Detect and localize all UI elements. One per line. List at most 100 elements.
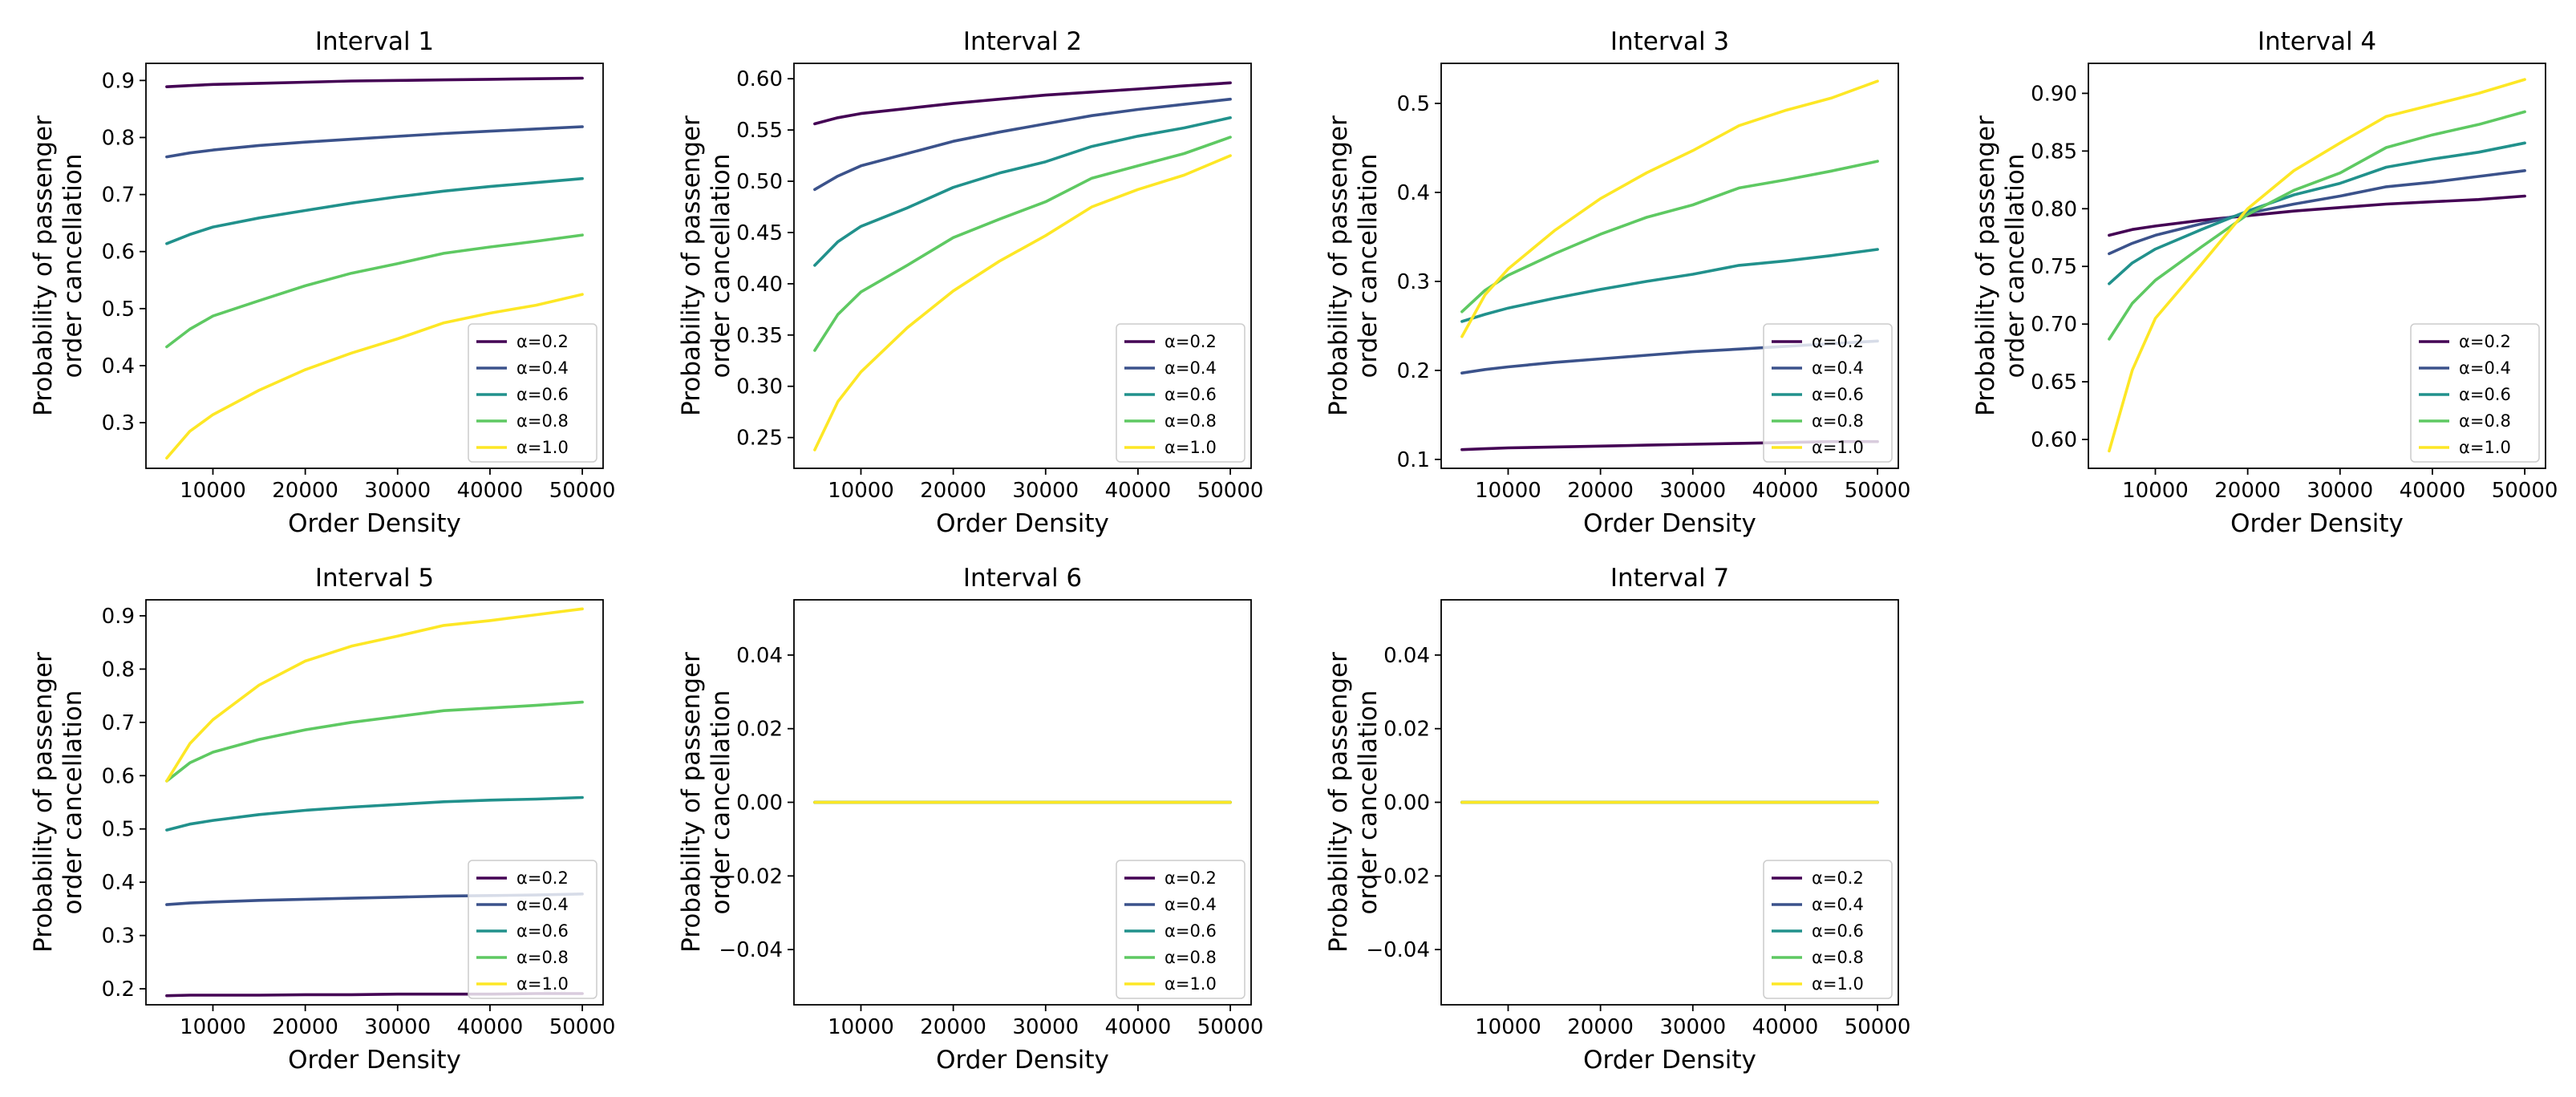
legend: α=0.2 α=0.4 α=0.6 α=0.8 α=1.0 [1763,860,1893,999]
x-tick-label: 50000 [1197,479,1264,503]
y-axis-label: Probability of passengerorder cancellati… [677,115,735,416]
y-axis-label: Probability of passengerorder cancellati… [1324,115,1383,416]
y-tick-label: 0.45 [736,221,783,245]
legend-label: α=0.2 [1164,332,1217,351]
subplot-4: Interval 4 10000 20000 30000 40000 50000 0.60 0… [1971,27,2558,538]
legend-label: α=1.0 [1164,974,1217,994]
x-axis-label: Order Density [288,1046,461,1075]
series-line-α=1.0 [165,607,584,783]
series-line-α=0.8 [813,136,1232,352]
y-tick-label: 0.30 [736,375,783,399]
y-tick-label: 0.1 [1397,448,1430,472]
x-tick-label: 30000 [1659,479,1726,503]
legend-frame [468,860,597,999]
legend-label: α=1.0 [1812,438,1864,457]
subplot-title: Interval 2 [963,27,1082,56]
y-tick-label: −0.04 [719,938,783,962]
legend: α=0.2 α=0.4 α=0.6 α=0.8 α=1.0 [1116,860,1245,999]
x-tick-label: 40000 [1752,1015,1819,1039]
series-line-α=0.2 [165,76,584,88]
series-line-α=0.2 [2108,194,2526,237]
x-tick-label: 50000 [1845,1015,1911,1039]
x-tick-label: 10000 [828,479,894,503]
y-axis-label: Probability of passengerorder cancellati… [1324,652,1383,953]
series-line-α=0.6 [165,795,584,832]
series-line-α=1.0 [2108,78,2526,453]
y-tick-label: 0.85 [2031,140,2077,164]
y-tick-label: 0.35 [736,324,783,348]
y-axis-label-line2: order cancellation [707,154,735,378]
y-axis-label-line1: Probability of passenger [1324,652,1353,953]
y-axis-label-line1: Probability of passenger [1971,115,2000,416]
legend-label: α=0.2 [2459,332,2511,351]
legend: α=0.2 α=0.4 α=0.6 α=0.8 α=1.0 [1763,323,1893,463]
legend-label: α=0.8 [2459,411,2511,431]
legend-label: α=1.0 [516,438,569,457]
y-tick-label: −0.02 [719,864,783,889]
y-tick-label: 0.3 [102,925,135,949]
legend-label: α=0.4 [1812,358,1864,378]
x-tick-label: 30000 [1659,1015,1726,1039]
y-tick-label: 0.00 [736,791,783,816]
y-tick-label: 0.00 [1383,791,1430,816]
y-tick-label: 0.50 [736,170,783,194]
subplot-title: Interval 3 [1610,27,1729,56]
y-tick-label: 0.60 [2031,428,2077,452]
subplot-2: Interval 2 10000 20000 30000 40000 50000 0.25 0… [677,27,1263,538]
x-axis-label: Order Density [1583,1046,1756,1075]
series-line-α=0.8 [2108,110,2526,341]
x-axis-label: Order Density [288,509,461,538]
x-axis-label: Order Density [2230,509,2404,538]
series-line-α=0.6 [813,116,1232,267]
y-tick-label: 0.2 [1397,359,1430,383]
y-tick-label: 0.6 [102,241,135,265]
legend-label: α=0.6 [1812,921,1864,941]
y-axis-label-line2: order cancellation [2001,154,2030,378]
y-axis-label-line1: Probability of passenger [677,115,706,416]
legend-label: α=0.6 [1164,385,1217,404]
y-tick-label: 0.5 [102,298,135,322]
subplot-7: Interval 7 10000 20000 30000 40000 50000 −0.04… [1324,564,1910,1075]
x-tick-label: 20000 [1567,1015,1634,1039]
x-tick-label: 10000 [180,1015,246,1039]
legend-label: α=0.4 [2459,358,2511,378]
y-tick-label: 0.5 [1397,92,1430,116]
legend-label: α=1.0 [1164,438,1217,457]
series-line-α=0.6 [1460,248,1879,323]
x-tick-label: 20000 [272,479,338,503]
y-tick-label: 0.3 [1397,270,1430,294]
x-axis-label: Order Density [936,509,1109,538]
y-tick-label: 0.4 [1397,181,1430,205]
series-line-α=1.0 [1460,79,1879,338]
x-axis-label: Order Density [1583,509,1756,538]
subplot-1: Interval 1 10000 20000 30000 40000 50000 0.3 0.… [29,27,615,538]
legend-label: α=0.4 [1812,895,1864,914]
x-tick-label: 30000 [1012,479,1079,503]
legend-label: α=0.4 [1164,358,1217,378]
x-tick-label: 30000 [364,479,431,503]
axes-frame [145,599,604,1006]
series-line-α=0.4 [813,97,1232,192]
legend-label: α=0.6 [516,385,569,404]
legend-label: α=0.8 [516,948,569,967]
y-axis-label: Probability of passengerorder cancellati… [29,652,87,953]
x-tick-label: 20000 [920,1015,986,1039]
y-axis-label-line2: order cancellation [59,690,87,915]
legend: α=0.2 α=0.4 α=0.6 α=0.8 α=1.0 [2410,323,2540,463]
x-tick-label: 40000 [1105,479,1172,503]
x-tick-label: 50000 [549,479,616,503]
y-tick-label: 0.9 [102,605,135,629]
y-axis-label: Probability of passengerorder cancellati… [1971,115,2030,416]
subplot-6: Interval 6 10000 20000 30000 40000 50000 −0.04… [677,564,1263,1075]
legend-label: α=0.6 [1164,921,1217,941]
subplot-title: Interval 6 [963,564,1082,593]
y-axis-label-line2: order cancellation [1354,690,1383,915]
x-tick-label: 20000 [920,479,986,503]
x-tick-label: 40000 [2400,479,2466,503]
y-tick-label: 0.25 [736,427,783,451]
y-tick-label: 0.6 [102,764,135,788]
legend-label: α=0.2 [1812,332,1864,351]
y-tick-label: 0.04 [736,644,783,668]
axes-frame [1440,63,1899,469]
y-tick-label: 0.9 [102,69,135,93]
